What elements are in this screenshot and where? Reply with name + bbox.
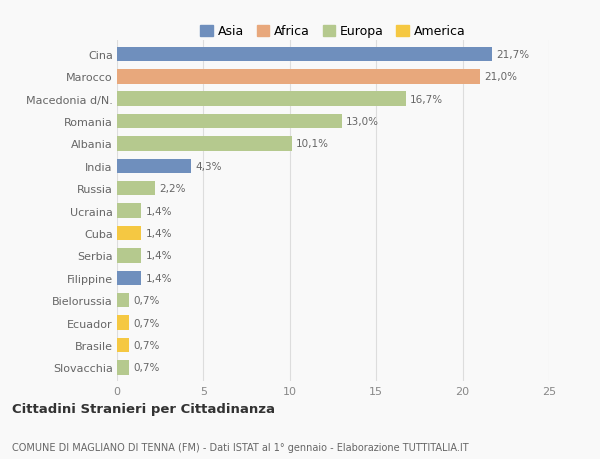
Bar xyxy=(117,271,141,285)
Text: 1,4%: 1,4% xyxy=(146,251,172,261)
Text: 10,1%: 10,1% xyxy=(296,139,329,149)
Text: 0,7%: 0,7% xyxy=(133,340,160,350)
Text: 0,7%: 0,7% xyxy=(133,318,160,328)
Bar xyxy=(117,114,341,129)
Text: Cittadini Stranieri per Cittadinanza: Cittadini Stranieri per Cittadinanza xyxy=(12,403,275,415)
Bar xyxy=(117,159,191,174)
Bar xyxy=(117,70,480,84)
Text: 21,0%: 21,0% xyxy=(484,72,517,82)
Text: 1,4%: 1,4% xyxy=(146,206,172,216)
Text: 13,0%: 13,0% xyxy=(346,117,379,127)
Bar xyxy=(117,360,129,375)
Text: COMUNE DI MAGLIANO DI TENNA (FM) - Dati ISTAT al 1° gennaio - Elaborazione TUTTI: COMUNE DI MAGLIANO DI TENNA (FM) - Dati … xyxy=(12,442,469,452)
Legend: Asia, Africa, Europa, America: Asia, Africa, Europa, America xyxy=(196,20,470,43)
Text: 21,7%: 21,7% xyxy=(496,50,529,60)
Text: 16,7%: 16,7% xyxy=(410,95,443,104)
Text: 1,4%: 1,4% xyxy=(146,273,172,283)
Text: 1,4%: 1,4% xyxy=(146,229,172,239)
Bar xyxy=(117,181,155,196)
Bar xyxy=(117,316,129,330)
Text: 0,7%: 0,7% xyxy=(133,296,160,306)
Text: 4,3%: 4,3% xyxy=(196,162,222,172)
Bar xyxy=(117,137,292,151)
Bar xyxy=(117,92,406,106)
Bar xyxy=(117,338,129,353)
Text: 2,2%: 2,2% xyxy=(160,184,186,194)
Text: 0,7%: 0,7% xyxy=(133,363,160,373)
Bar xyxy=(117,249,141,263)
Bar xyxy=(117,204,141,218)
Bar xyxy=(117,293,129,308)
Bar xyxy=(117,226,141,241)
Bar xyxy=(117,47,492,62)
